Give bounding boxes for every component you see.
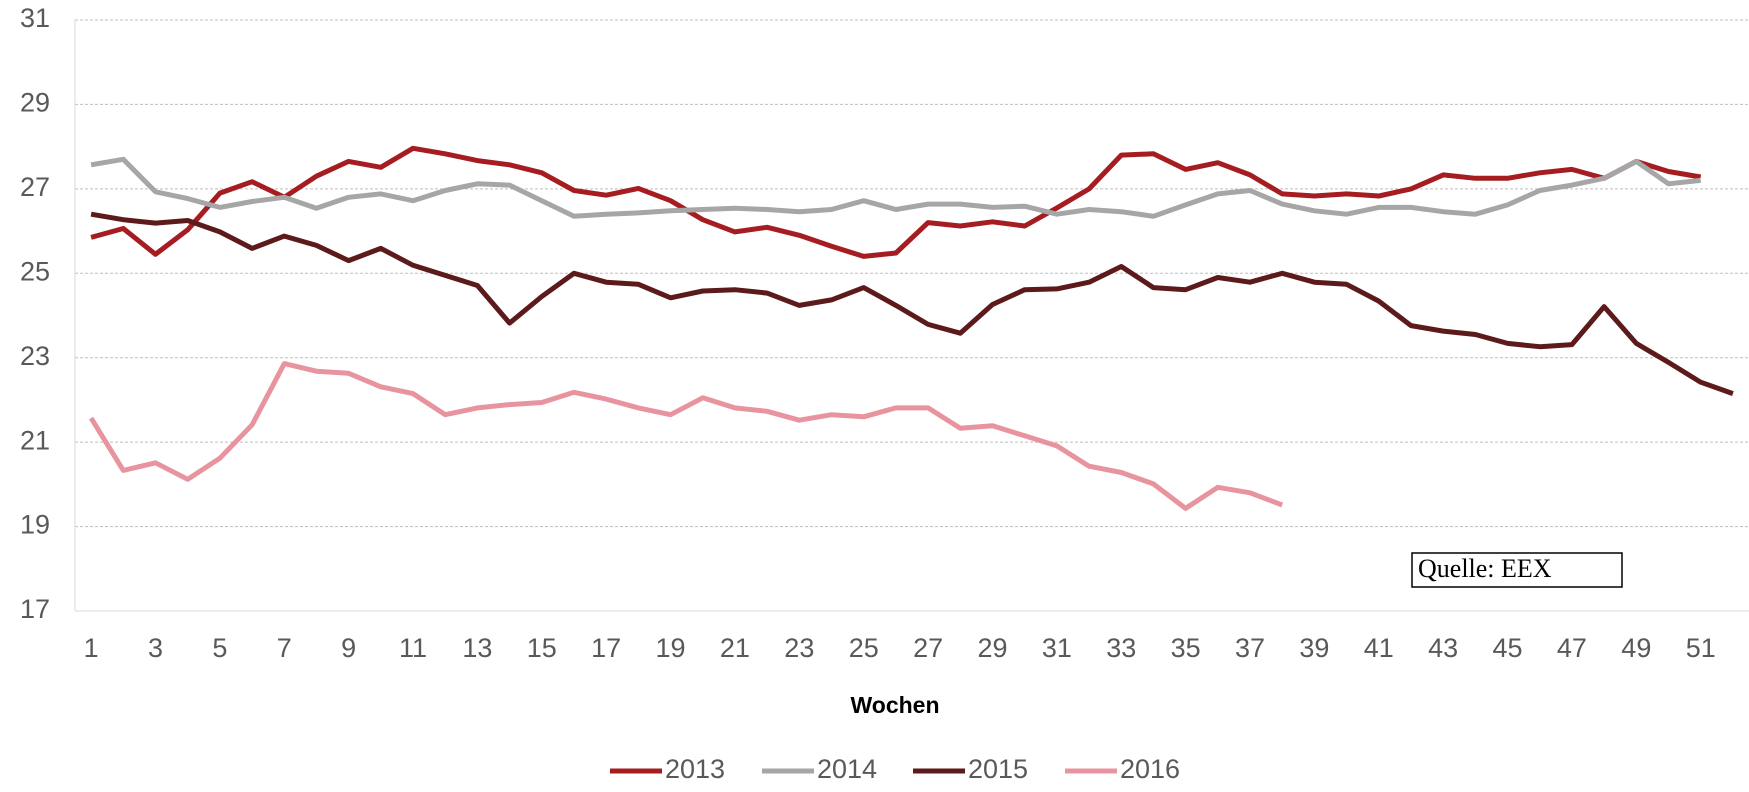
x-tick-label: 37	[1235, 633, 1265, 663]
y-tick-label: 29	[20, 88, 50, 118]
legend-label: 2014	[817, 754, 877, 784]
x-tick-label: 27	[913, 633, 943, 663]
x-axis-label: Wochen	[850, 692, 939, 718]
series-line	[88, 361, 1284, 511]
x-tick-label: 49	[1621, 633, 1651, 663]
x-tick-label: 35	[1171, 633, 1201, 663]
x-tick-label: 13	[462, 633, 492, 663]
x-tick-label: 29	[977, 633, 1007, 663]
series-line	[90, 156, 1701, 219]
legend-label: 2015	[968, 754, 1028, 784]
x-tick-label: 3	[148, 633, 163, 663]
y-tick-label: 19	[20, 510, 50, 540]
x-tick-label: 51	[1686, 633, 1716, 663]
x-tick-label: 21	[720, 633, 750, 663]
annotation-box	[1411, 552, 1623, 588]
series-line	[90, 145, 1702, 259]
x-tick-label: 5	[212, 633, 227, 663]
y-tick-label: 27	[20, 172, 50, 202]
x-tick-label: 23	[784, 633, 814, 663]
y-tick-label: 23	[20, 341, 50, 371]
x-tick-label: 1	[84, 633, 99, 663]
y-tick-label: 17	[20, 594, 50, 624]
x-tick-label: 7	[277, 633, 292, 663]
x-tick-label: 31	[1042, 633, 1072, 663]
x-tick-label: 25	[849, 633, 879, 663]
y-tick-label: 31	[20, 3, 50, 33]
x-tick-label: 9	[341, 633, 356, 663]
x-tick-label: 41	[1364, 633, 1394, 663]
legend-label: 2016	[1120, 754, 1180, 784]
x-tick-label: 11	[399, 633, 427, 663]
x-tick-label: 43	[1428, 633, 1458, 663]
x-tick-label: 15	[527, 633, 557, 663]
y-tick-label: 25	[20, 256, 50, 286]
x-tick-label: 39	[1299, 633, 1329, 663]
x-tick-label: 47	[1557, 633, 1587, 663]
x-tick-label: 45	[1493, 633, 1523, 663]
annotation: Quelle: EEX	[1418, 554, 1552, 583]
series-line	[90, 211, 1734, 396]
x-tick-label: 19	[656, 633, 686, 663]
y-tick-label: 21	[20, 425, 50, 455]
x-tick-label: 17	[591, 633, 621, 663]
x-tick-label: 33	[1106, 633, 1136, 663]
legend-label: 2013	[665, 754, 725, 784]
